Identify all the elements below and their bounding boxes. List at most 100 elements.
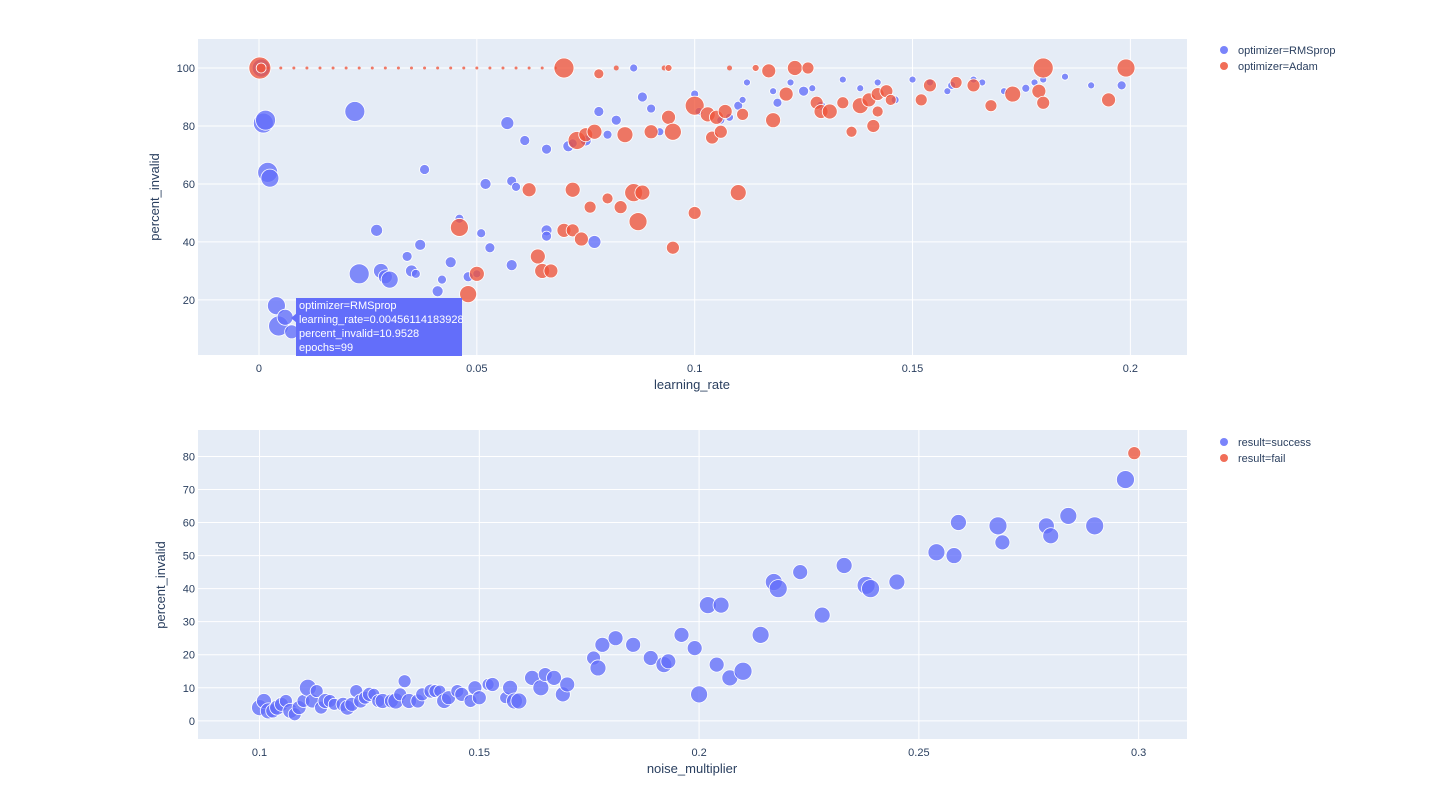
- data-point[interactable]: [836, 96, 850, 110]
- data-point[interactable]: [344, 101, 366, 122]
- data-point[interactable]: [519, 135, 531, 146]
- data-point[interactable]: [636, 91, 648, 103]
- data-point[interactable]: [396, 66, 400, 70]
- data-point[interactable]: [527, 66, 531, 70]
- data-point[interactable]: [444, 256, 457, 269]
- data-point[interactable]: [950, 514, 967, 531]
- data-point[interactable]: [546, 669, 562, 686]
- data-point[interactable]: [712, 596, 730, 614]
- data-point[interactable]: [587, 235, 602, 249]
- data-point[interactable]: [1101, 92, 1116, 108]
- data-point[interactable]: [1116, 58, 1136, 78]
- data-point[interactable]: [808, 84, 817, 93]
- data-point[interactable]: [449, 66, 453, 70]
- data-point[interactable]: [255, 109, 276, 131]
- data-point[interactable]: [751, 64, 760, 72]
- data-point[interactable]: [856, 84, 865, 93]
- data-point[interactable]: [583, 200, 597, 214]
- data-point[interactable]: [914, 93, 928, 107]
- data-point[interactable]: [468, 265, 485, 282]
- data-point[interactable]: [1061, 72, 1069, 81]
- data-point[interactable]: [610, 114, 622, 126]
- data-point[interactable]: [485, 677, 500, 692]
- data-point[interactable]: [686, 640, 703, 657]
- data-point[interactable]: [279, 66, 283, 70]
- data-point[interactable]: [738, 95, 747, 104]
- legend-item[interactable]: result=success: [1220, 437, 1312, 449]
- data-point[interactable]: [1032, 57, 1054, 79]
- data-point[interactable]: [751, 625, 770, 644]
- data-point[interactable]: [593, 68, 605, 80]
- data-point[interactable]: [1085, 516, 1105, 536]
- data-point[interactable]: [505, 259, 518, 272]
- data-point[interactable]: [255, 62, 267, 74]
- data-point[interactable]: [266, 66, 270, 70]
- data-point[interactable]: [475, 66, 479, 70]
- data-point[interactable]: [529, 248, 546, 265]
- data-point[interactable]: [540, 66, 544, 70]
- data-point[interactable]: [589, 659, 607, 677]
- data-point[interactable]: [559, 676, 576, 693]
- data-point[interactable]: [532, 679, 550, 697]
- data-point[interactable]: [984, 99, 998, 113]
- data-point[interactable]: [331, 66, 335, 70]
- data-point[interactable]: [1004, 85, 1022, 103]
- data-point[interactable]: [431, 285, 444, 298]
- data-point[interactable]: [586, 123, 603, 140]
- data-point[interactable]: [344, 66, 348, 70]
- data-point[interactable]: [436, 66, 440, 70]
- data-point[interactable]: [1127, 446, 1142, 461]
- data-point[interactable]: [792, 564, 809, 581]
- data-point[interactable]: [309, 684, 324, 698]
- data-point[interactable]: [565, 223, 580, 238]
- data-point[interactable]: [521, 182, 537, 198]
- data-point[interactable]: [835, 557, 853, 574]
- data-point[interactable]: [871, 105, 884, 118]
- data-point[interactable]: [479, 178, 492, 190]
- legend-item[interactable]: result=fail: [1220, 453, 1285, 465]
- data-point[interactable]: [348, 263, 370, 285]
- data-point[interactable]: [292, 66, 296, 70]
- data-point[interactable]: [616, 126, 634, 144]
- data-point[interactable]: [380, 270, 399, 289]
- data-point[interactable]: [888, 573, 906, 591]
- data-point[interactable]: [769, 87, 778, 96]
- data-point[interactable]: [459, 285, 478, 304]
- data-point[interactable]: [786, 60, 803, 76]
- data-point[interactable]: [1042, 527, 1060, 545]
- data-point[interactable]: [661, 109, 676, 125]
- data-point[interactable]: [643, 124, 659, 140]
- data-point[interactable]: [370, 66, 374, 70]
- data-point[interactable]: [1059, 507, 1078, 525]
- data-point[interactable]: [945, 547, 963, 564]
- data-point[interactable]: [1116, 80, 1127, 91]
- data-point[interactable]: [510, 692, 528, 710]
- data-point[interactable]: [1021, 83, 1031, 93]
- data-point[interactable]: [484, 242, 496, 254]
- data-point[interactable]: [370, 223, 384, 237]
- legend-item[interactable]: optimizer=Adam: [1220, 61, 1318, 73]
- data-point[interactable]: [873, 78, 882, 87]
- data-point[interactable]: [665, 240, 680, 255]
- data-point[interactable]: [768, 579, 788, 599]
- data-point[interactable]: [708, 656, 725, 673]
- data-point[interactable]: [949, 76, 963, 89]
- data-point[interactable]: [861, 579, 880, 599]
- data-point[interactable]: [276, 308, 294, 326]
- data-point[interactable]: [684, 95, 705, 116]
- data-point[interactable]: [629, 63, 639, 73]
- data-point[interactable]: [613, 200, 628, 215]
- data-point[interactable]: [664, 64, 673, 72]
- data-point[interactable]: [845, 125, 858, 138]
- data-point[interactable]: [801, 61, 815, 75]
- data-point[interactable]: [765, 112, 782, 129]
- data-point[interactable]: [1087, 81, 1096, 90]
- data-point[interactable]: [1036, 95, 1051, 110]
- data-point[interactable]: [410, 268, 421, 279]
- data-point[interactable]: [625, 636, 642, 653]
- legend-item[interactable]: optimizer=RMSprop: [1220, 45, 1336, 57]
- data-point[interactable]: [564, 181, 581, 198]
- data-point[interactable]: [401, 251, 413, 262]
- data-point[interactable]: [772, 97, 783, 108]
- data-point[interactable]: [500, 116, 515, 130]
